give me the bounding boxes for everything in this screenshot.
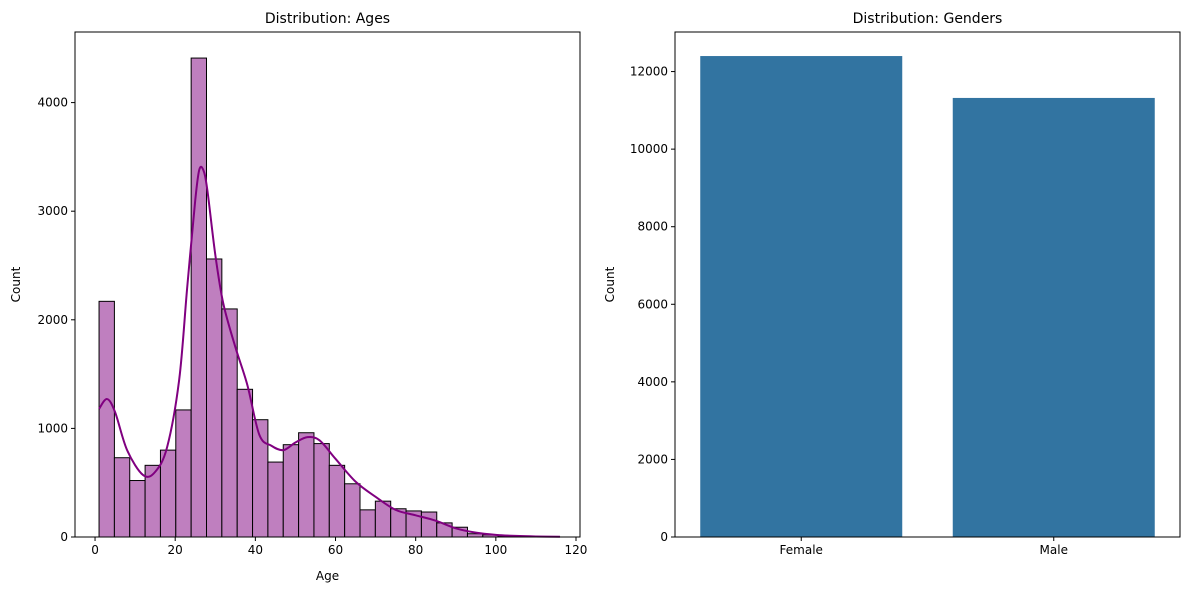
gender-y-tick-label: 10000 xyxy=(630,142,668,156)
age-x-tick-label: 100 xyxy=(484,543,507,557)
age-y-tick-label: 4000 xyxy=(37,96,68,110)
gender-chart-title: Distribution: Genders xyxy=(853,11,1003,27)
gender-bar xyxy=(952,97,1155,538)
gender-y-tick-label: 0 xyxy=(660,530,668,544)
age-bin-bar xyxy=(129,480,146,538)
age-plot-area: 0 20 40 60 80 100 120 0 1000 2000 3000 4000 xyxy=(37,31,588,557)
age-x-tick-label: 60 xyxy=(328,543,343,557)
age-bin-bar xyxy=(236,388,254,538)
gender-y-tick-label: 4000 xyxy=(637,375,668,389)
age-bin-bar xyxy=(344,483,361,538)
gender-y-tick-label: 2000 xyxy=(637,452,668,466)
age-bin-bar xyxy=(113,457,131,538)
age-bin-bar xyxy=(298,432,315,538)
age-y-axis-label: Count xyxy=(9,266,23,302)
gender-x-tick-label: Female xyxy=(780,543,823,557)
age-bin-bar xyxy=(267,461,284,538)
age-x-tick-label: 0 xyxy=(91,543,99,557)
age-bin-bar xyxy=(98,300,115,538)
age-bin-bar xyxy=(420,511,438,538)
gender-bar-panel: Distribution: Genders Female Male 0 2000 400… xyxy=(603,11,1181,557)
age-bin-bar xyxy=(159,449,177,538)
age-x-tick-label: 120 xyxy=(565,543,588,557)
age-bin-bar xyxy=(206,258,223,538)
gender-y-axis-label: Count xyxy=(603,266,617,302)
age-kde-curve xyxy=(98,165,560,538)
age-bin-bar xyxy=(313,443,330,538)
age-histogram-panel: Distribution: Ages 0 20 40 60 80 100 120 0 1000 2… xyxy=(9,11,587,583)
age-axes-frame xyxy=(74,31,581,538)
age-chart-title: Distribution: Ages xyxy=(265,11,390,27)
gender-x-tick-label: Male xyxy=(1040,543,1068,557)
age-x-tick-label: 80 xyxy=(408,543,423,557)
gender-y-tick-label: 6000 xyxy=(637,297,668,311)
age-x-axis-label: Age xyxy=(316,569,339,583)
age-bin-bar xyxy=(175,409,192,538)
age-y-tick-label: 3000 xyxy=(37,204,68,218)
age-x-tick-label: 40 xyxy=(248,543,263,557)
age-bin-bar xyxy=(359,509,376,538)
age-y-tick-label: 0 xyxy=(60,530,68,544)
age-x-tick-label: 20 xyxy=(168,543,183,557)
gender-bar xyxy=(700,56,903,538)
gender-y-tick-label: 12000 xyxy=(630,65,668,79)
age-bin-bar xyxy=(282,444,300,538)
age-y-tick-label: 1000 xyxy=(37,421,68,435)
gender-y-tick-label: 8000 xyxy=(637,220,668,234)
age-bin-bar xyxy=(190,57,208,538)
age-y-tick-label: 2000 xyxy=(37,313,68,327)
gender-plot-area: Female Male 0 2000 4000 6000 8000 10000 12000 xyxy=(630,31,1181,557)
age-bin-bar xyxy=(328,464,346,538)
gender-axes-frame xyxy=(674,31,1181,538)
